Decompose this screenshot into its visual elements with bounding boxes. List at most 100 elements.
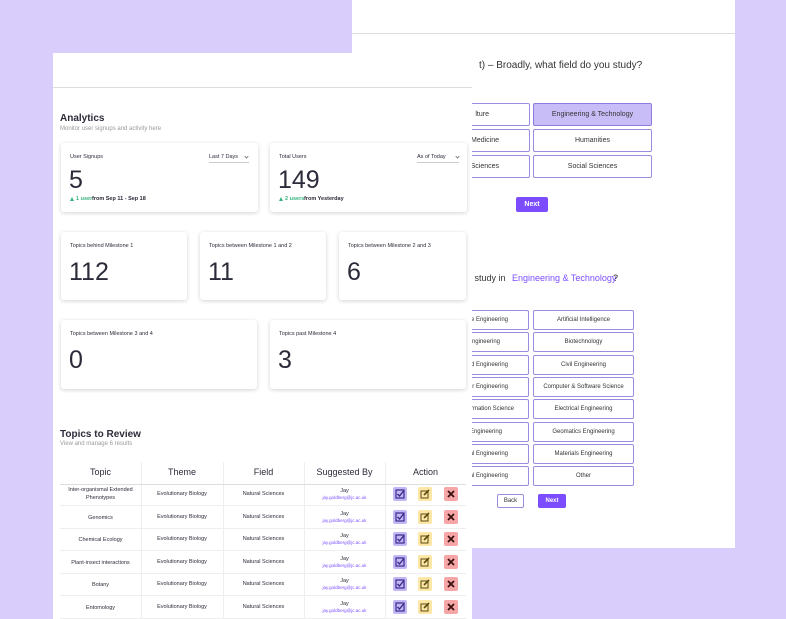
table-title: Topics to Review (60, 429, 141, 440)
action-button[interactable] (418, 487, 432, 501)
back-button[interactable]: Back (497, 494, 524, 508)
action-button[interactable] (393, 577, 407, 591)
suggester-email: jay.goldberg@jc.ac.uk (322, 607, 367, 613)
row-line (60, 550, 466, 551)
dropdown[interactable]: Last 7 Days (209, 154, 249, 163)
suggester-name: Jay (340, 533, 349, 539)
subfield-option[interactable]: Electrical Engineering (533, 399, 634, 420)
up-arrow (70, 197, 74, 201)
field-option[interactable]: Engineering & Technology (533, 103, 652, 126)
milestone-value: 3 (278, 346, 292, 374)
next-button[interactable]: Next (516, 197, 548, 212)
field-cell: Natural Sciences (242, 491, 285, 497)
theme-cell: Evolutionary Biology (157, 513, 207, 520)
row-line (60, 505, 466, 506)
milestone-card (339, 232, 466, 300)
suggester-name: Jay (340, 510, 349, 517)
theme-cell: Evolutionary Biology (157, 581, 207, 587)
suggester-name: Jay (340, 555, 349, 562)
dropdown[interactable]: As of Today (417, 154, 459, 163)
column-separator (304, 462, 305, 619)
field-cell: Natural Sciences (242, 558, 285, 565)
subfield-option[interactable]: Materials Engineering (533, 443, 634, 464)
column-header: Topic (89, 467, 111, 477)
action-button[interactable] (444, 509, 458, 524)
icon (395, 489, 405, 499)
subfield-option[interactable]: Civil Engineering (533, 354, 634, 375)
action-button[interactable] (418, 554, 432, 569)
suggester-name: Jay (340, 600, 349, 607)
stat-change-note: from Yesterday (304, 196, 344, 202)
row-line (60, 572, 466, 574)
icon (420, 556, 430, 566)
field-cell: Natural Sciences (242, 513, 285, 520)
subfield-option[interactable]: Computer & Software Science (533, 376, 634, 397)
milestone-label: Topics behind Milestone 1 (70, 243, 134, 249)
action-button[interactable] (418, 599, 432, 614)
topic-cell: Inter-organismal Extended Phenotypes (68, 487, 133, 501)
row-line (60, 617, 466, 619)
milestone-label: Topics past Milestone 4 (279, 331, 337, 337)
action-button[interactable] (418, 577, 432, 591)
field-option[interactable]: Humanities (533, 129, 652, 152)
action-button[interactable] (444, 532, 458, 546)
column-header: Field (253, 467, 274, 477)
icon (420, 489, 430, 499)
icon (447, 602, 455, 611)
action-button[interactable] (418, 509, 432, 524)
icon (395, 534, 405, 544)
action-button[interactable] (393, 599, 407, 614)
subfield-option[interactable]: Artificial Intelligence (533, 310, 634, 330)
milestone-label: Topics between Milestone 3 and 4 (70, 331, 153, 337)
milestone-value: 11 (208, 258, 234, 286)
action-button[interactable] (418, 532, 432, 546)
action-button[interactable] (393, 509, 407, 524)
icon (395, 579, 405, 589)
milestone-card (61, 232, 187, 300)
column-header: Suggested By (316, 467, 373, 477)
action-button[interactable] (393, 554, 407, 569)
stat-change-note: from Sep 11 - Sep 18 (92, 196, 146, 202)
icon (420, 601, 430, 611)
theme-cell: Evolutionary Biology (157, 491, 207, 497)
action-button[interactable] (444, 599, 458, 614)
column-header: Theme (167, 467, 196, 477)
next-button[interactable]: Next (538, 494, 566, 508)
suggester-name: Jay (340, 578, 349, 584)
suggester-name: Jay (340, 488, 349, 494)
milestone-label: Topics between Milestone 1 and 2 (209, 243, 292, 249)
subfield-option[interactable]: Other (533, 466, 634, 487)
topic-cell: Plant-insect interactions (71, 559, 130, 566)
suggester-email: jay.goldberg@jc.ac.uk (322, 517, 367, 523)
icon (420, 511, 430, 521)
action-button[interactable] (393, 487, 407, 501)
icon (447, 580, 455, 588)
icon (395, 556, 405, 567)
suggester-email: jay.goldberg@jc.ac.uk (322, 585, 367, 590)
icon (447, 512, 455, 521)
field-cell: Natural Sciences (242, 603, 285, 610)
sub-question-field: Engineering & Technology (512, 273, 617, 283)
header-line (60, 484, 466, 485)
column-separator (141, 462, 142, 619)
milestone-value: 6 (347, 258, 361, 286)
field-option[interactable]: Social Sciences (533, 155, 652, 178)
icon (447, 557, 455, 566)
action-button[interactable] (444, 487, 458, 501)
page-subtitle: Monitor user signups and activity here (60, 126, 162, 132)
divider (352, 33, 735, 34)
field-cell: Natural Sciences (242, 581, 285, 587)
row-line (60, 527, 466, 529)
subfield-option[interactable]: Biotechnology (533, 332, 634, 353)
stat-label: Total Users (279, 154, 307, 160)
action-button[interactable] (393, 532, 407, 546)
action-button[interactable] (444, 554, 458, 569)
action-button[interactable] (444, 577, 458, 591)
icon (420, 579, 430, 589)
topic-cell: Entomology (85, 604, 116, 611)
milestone-card (270, 320, 466, 389)
theme-cell: Evolutionary Biology (157, 536, 207, 542)
field-cell: Natural Sciences (242, 536, 285, 542)
subfield-option[interactable]: Geomatics Engineering (533, 421, 634, 442)
